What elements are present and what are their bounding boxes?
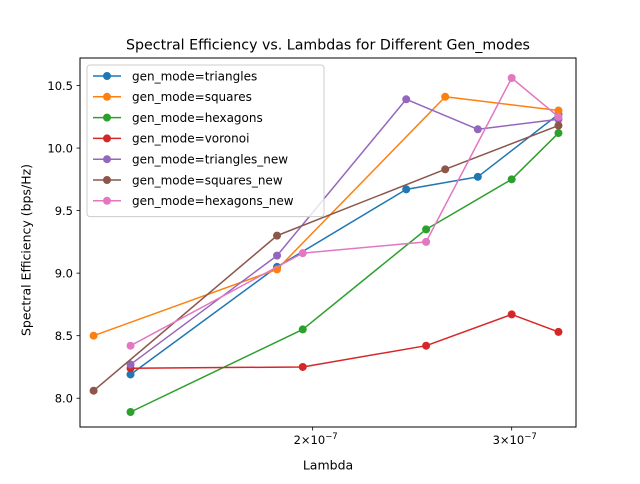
legend-swatch-marker [103, 92, 111, 101]
data-point [298, 362, 307, 371]
legend-label: gen_mode=squares_new [132, 173, 283, 187]
data-point [273, 231, 282, 240]
series-gen-mode-squares [89, 92, 563, 340]
series-gen-mode-hexagons [126, 129, 563, 416]
y-tick-label: 8.5 [55, 329, 73, 343]
data-point [441, 92, 450, 101]
data-point [298, 325, 307, 334]
legend-swatch-marker [103, 134, 111, 143]
series-line [93, 124, 559, 392]
legend-swatch-marker [103, 113, 111, 122]
series-gen-mode-hexagons-new [126, 74, 563, 350]
data-point [507, 310, 516, 319]
y-tick-label: 9.5 [55, 204, 73, 218]
y-tick-label: 10.0 [47, 141, 73, 155]
data-point [422, 341, 431, 350]
x-axis-label: Lambda [303, 458, 353, 473]
x-tick-label: 3×10−7 [493, 432, 537, 447]
data-point [126, 341, 135, 350]
data-point [507, 74, 516, 83]
x-tick-base: 3×10 [493, 433, 525, 447]
data-point [507, 175, 516, 184]
y-tick-label: 8.0 [55, 392, 73, 406]
x-tick-exponent: −7 [524, 432, 537, 442]
legend-swatch-marker [103, 176, 111, 184]
data-point [273, 251, 282, 260]
legend-label: gen_mode=hexagons_new [132, 194, 294, 208]
data-point [298, 249, 307, 258]
series-gen-mode-squares-new [89, 121, 563, 395]
x-tick-base: 2×10 [294, 433, 326, 447]
data-point [473, 125, 482, 134]
series-line [93, 96, 559, 337]
legend-label: gen_mode=squares [132, 90, 252, 104]
legend-item: gen_mode=voronoi [93, 132, 249, 146]
data-point [441, 165, 450, 174]
legend-item: gen_mode=triangles_new [93, 153, 288, 167]
legend: gen_mode=triangles gen_mode=squares gen_mo… [86, 64, 325, 218]
data-point [554, 112, 563, 121]
x-tick-label: 2×10−7 [294, 432, 338, 447]
y-tick-label: 10.5 [47, 79, 73, 93]
legend-label: gen_mode=triangles [132, 69, 257, 83]
legend-swatch-marker [103, 72, 111, 80]
legend-item: gen_mode=triangles [93, 69, 257, 83]
axes-layer: 8.08.59.09.510.010.52×10−7 3×10−7 [47, 79, 536, 447]
legend-box [86, 64, 325, 218]
data-point [554, 106, 563, 115]
series-layer [89, 74, 563, 416]
data-point [126, 370, 135, 379]
x-tick-exponent: −7 [325, 432, 338, 442]
chart-title: Spectral Efficiency vs. Lambdas for Diff… [126, 38, 530, 54]
data-point [473, 172, 482, 181]
legend-label: gen_mode=triangles_new [132, 153, 288, 167]
series-line [130, 313, 559, 369]
legend-label: gen_mode=voronoi [132, 132, 249, 146]
legend-item: gen_mode=hexagons [93, 111, 263, 125]
data-point [554, 129, 563, 138]
plot-frame [79, 57, 577, 428]
y-axis-label: Spectral Efficiency (bps/Hz) [19, 164, 34, 336]
series-gen-mode-triangles-new [126, 95, 563, 369]
data-point [422, 225, 431, 234]
data-point [126, 407, 135, 416]
data-point [554, 327, 563, 336]
legend-label: gen_mode=hexagons [132, 111, 263, 125]
data-point [89, 331, 98, 340]
data-point [402, 185, 411, 194]
data-point [554, 121, 563, 130]
data-point [422, 237, 431, 246]
legend-item: gen_mode=hexagons_new [93, 194, 294, 208]
data-point [89, 386, 98, 395]
legend-swatch-marker [103, 155, 111, 164]
data-point [126, 360, 135, 369]
legend-item: gen_mode=squares [93, 90, 252, 104]
legend-swatch-marker [103, 196, 111, 205]
y-tick-label: 9.0 [55, 266, 73, 280]
data-point [402, 95, 411, 104]
legend-item: gen_mode=squares_new [93, 173, 283, 187]
